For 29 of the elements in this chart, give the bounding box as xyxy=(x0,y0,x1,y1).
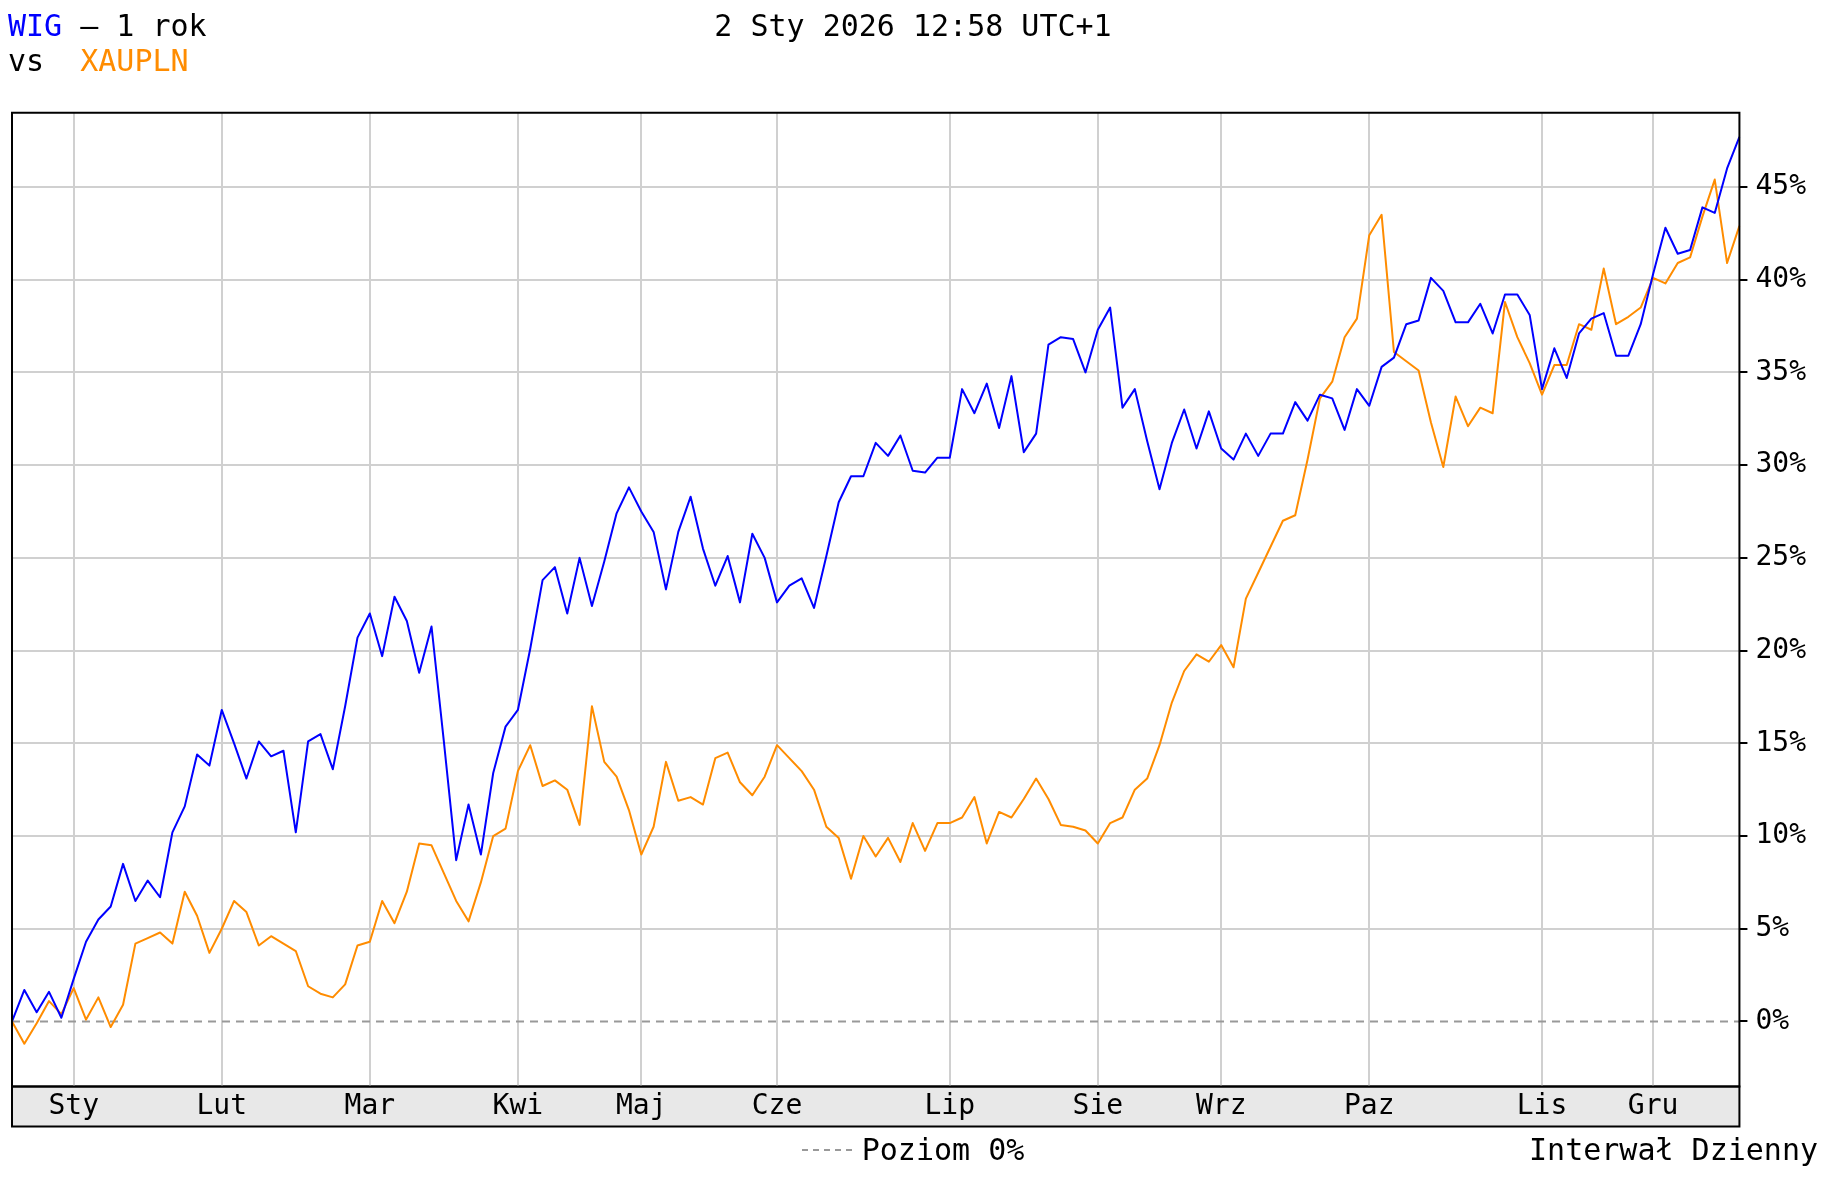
text: Interwał Dzienny xyxy=(1528,1132,1818,1167)
x-tick-label: Lut xyxy=(196,1088,248,1122)
y-tick-label: 40% xyxy=(1755,260,1807,294)
y-tick-label: 15% xyxy=(1755,724,1807,758)
text: XAUPLN xyxy=(80,43,189,78)
text: WIG xyxy=(8,8,63,43)
x-tick-label: Lis xyxy=(1516,1088,1568,1122)
text: vs xyxy=(8,43,45,78)
y-tick-label: 0% xyxy=(1755,1002,1790,1036)
x-tick-label: Gru xyxy=(1627,1088,1679,1122)
text: – 1 rok xyxy=(80,8,207,43)
x-tick-label: Mar xyxy=(344,1088,396,1122)
x-tick-label: Sty xyxy=(48,1088,99,1122)
x-tick-label: Sie xyxy=(1072,1088,1124,1122)
x-tick-label: Lip xyxy=(924,1088,976,1122)
y-tick-label: 30% xyxy=(1755,446,1807,480)
x-tick-label: Cze xyxy=(751,1088,803,1122)
x-tick-label: Maj xyxy=(615,1088,667,1122)
y-tick-label: 10% xyxy=(1755,817,1807,851)
y-tick-label: 25% xyxy=(1755,539,1807,573)
y-tick-label: 20% xyxy=(1755,631,1807,665)
x-tick-label: Kwi xyxy=(492,1088,544,1122)
y-tick-label: 35% xyxy=(1755,353,1807,387)
y-tick-label: 5% xyxy=(1755,910,1790,944)
x-tick-label: Wrz xyxy=(1195,1088,1247,1122)
y-tick-label: 45% xyxy=(1755,168,1807,202)
legend-label: Poziom 0% xyxy=(861,1132,1025,1167)
chart-title: 2 Sty 2026 12:58 UTC+1 xyxy=(713,8,1113,45)
x-tick-label: Paz xyxy=(1343,1088,1395,1122)
